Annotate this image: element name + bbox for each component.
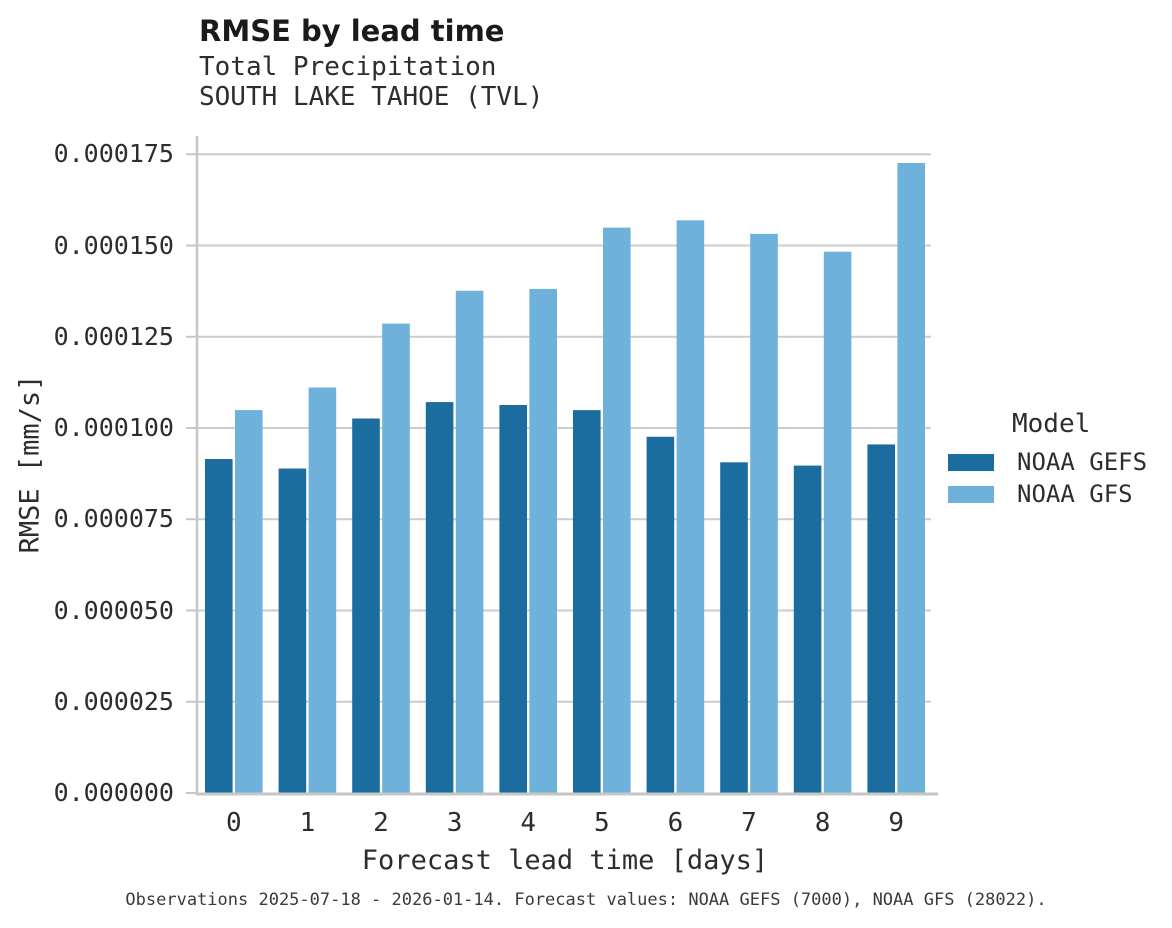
bar-noaa-gfs-day-5 [603, 227, 631, 794]
x-tick-label: 2 [373, 808, 389, 838]
legend-label: NOAA GFS [1017, 480, 1133, 508]
legend-swatch-noaa-gfs [948, 485, 994, 503]
x-axis-label: Forecast lead time [days] [361, 845, 769, 876]
chart-title: RMSE by lead time [199, 14, 505, 48]
bar-noaa-gfs-day-3 [455, 290, 484, 793]
chart-subtitle-variable: Total Precipitation [199, 52, 497, 82]
bar-noaa-gfs-day-9 [897, 163, 925, 793]
bar-noaa-gfs-day-0 [235, 410, 263, 793]
bar-noaa-gefs-day-8 [793, 465, 822, 793]
bar-noaa-gfs-day-2 [382, 323, 410, 793]
x-tick-label: 7 [741, 808, 757, 838]
legend-item-noaa-gefs: NOAA GEFS [948, 446, 1147, 478]
legend-items: NOAA GEFS NOAA GFS [948, 446, 1147, 510]
bar-noaa-gfs-day-4 [529, 288, 557, 793]
legend-label: NOAA GEFS [1017, 448, 1148, 476]
x-tick-label: 0 [225, 808, 242, 838]
bar-noaa-gfs-day-6 [676, 220, 705, 793]
bar-noaa-gefs-day-1 [278, 468, 307, 793]
bar-noaa-gefs-day-2 [352, 418, 380, 793]
y-tick-label: 0.000075 [53, 504, 174, 534]
x-tick-label: 3 [446, 808, 463, 838]
x-tick-label: 9 [888, 808, 905, 838]
bar-noaa-gefs-day-0 [205, 459, 233, 793]
bar-noaa-gfs-day-8 [823, 251, 852, 793]
x-tick-label: 6 [667, 808, 684, 838]
bar-noaa-gefs-day-4 [499, 405, 527, 793]
legend-item-noaa-gfs: NOAA GFS [948, 478, 1147, 510]
bar-noaa-gefs-day-9 [867, 444, 895, 793]
y-tick-label: 0.000150 [53, 230, 174, 260]
x-tick-label: 8 [814, 808, 831, 838]
bar-noaa-gefs-day-6 [646, 436, 675, 793]
y-tick-label: 0.000175 [53, 139, 174, 169]
bar-noaa-gefs-day-5 [573, 410, 601, 793]
bar-noaa-gefs-day-3 [425, 402, 454, 793]
y-tick-label: 0.000100 [53, 413, 174, 442]
legend-swatch-noaa-gefs [948, 453, 994, 471]
x-tick-label: 1 [299, 808, 316, 838]
bar-noaa-gfs-day-1 [308, 387, 337, 793]
legend-title: Model [1012, 409, 1091, 439]
x-tick-label: 5 [593, 808, 610, 838]
y-tick-label: 0.000125 [53, 321, 174, 351]
footer-caption: Observations 2025-07-18 - 2026-01-14. Fo… [125, 890, 1047, 910]
x-tick-label: 4 [520, 808, 537, 838]
y-tick-label: 0.000000 [53, 778, 174, 807]
y-tick-label: 0.000050 [53, 595, 174, 625]
chart-subtitle-station: SOUTH LAKE TAHOE (TVL) [199, 82, 544, 112]
bar-noaa-gefs-day-7 [720, 462, 748, 793]
y-tick-label: 0.000025 [53, 686, 174, 716]
legend: Model NOAA GEFS NOAA GFS [948, 408, 1147, 510]
bar-noaa-gfs-day-7 [750, 233, 778, 793]
title-block: RMSE by lead time Total Precipitation SO… [199, 14, 543, 112]
